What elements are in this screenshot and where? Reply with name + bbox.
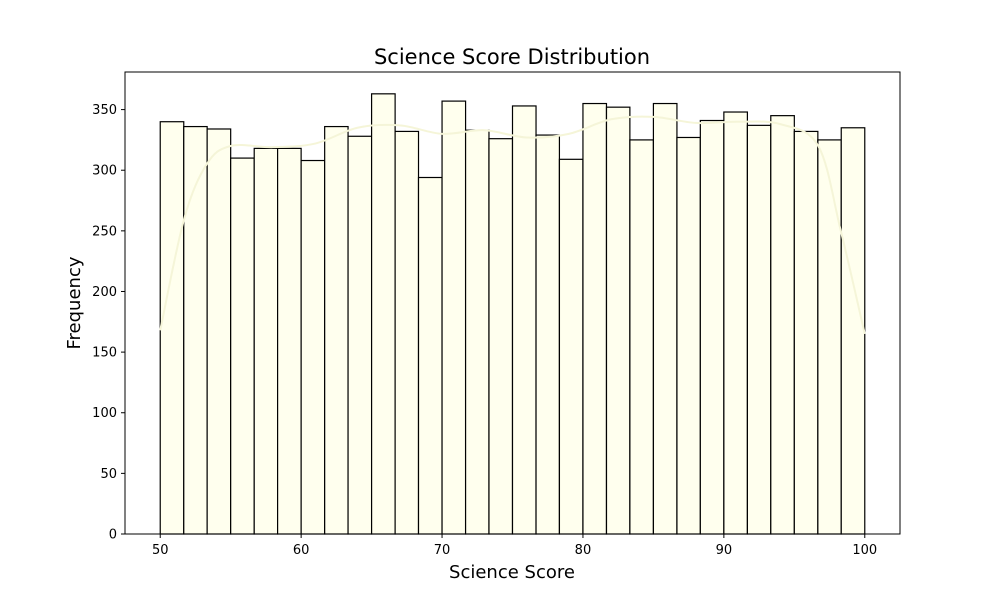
x-tick-label: 90 (716, 543, 733, 558)
histogram-bar (324, 125, 349, 535)
y-tick-label: 300 (92, 164, 117, 179)
y-tick-label: 0 (109, 528, 117, 543)
histogram-bar (347, 135, 373, 535)
histogram-bar (770, 115, 795, 535)
histogram-bar (558, 158, 584, 535)
histogram-bar (676, 136, 701, 535)
histogram-bar (535, 134, 561, 535)
y-tick-label: 50 (100, 467, 117, 482)
histogram-bar (159, 121, 185, 535)
kde-group (159, 115, 866, 335)
x-tick-label: 50 (152, 543, 169, 558)
chart-title: Science Score Distribution (374, 45, 650, 69)
x-tick-label: 60 (293, 543, 310, 558)
histogram-bar (723, 111, 748, 535)
histogram-bar (605, 106, 631, 535)
y-tick-label: 100 (92, 406, 117, 421)
histogram-bar (441, 100, 467, 535)
histogram-bar (300, 159, 326, 535)
histogram-bar (488, 138, 514, 535)
y-tick-label: 250 (92, 224, 117, 239)
histogram-bar (840, 127, 866, 535)
x-tick-label: 100 (852, 543, 877, 558)
plot-area-frame (124, 71, 901, 535)
histogram-bar (511, 105, 537, 535)
histogram-bar (582, 102, 608, 535)
histogram-bar (394, 130, 420, 535)
kde-line (159, 115, 866, 335)
histogram-bar (370, 93, 396, 535)
histogram-bar (464, 129, 490, 535)
y-tick-label: 200 (92, 285, 117, 300)
y-axis-ticks: 0 50 100 150 200 250 300 350 (92, 103, 125, 543)
x-tick-label: 70 (434, 543, 451, 558)
x-tick-label: 80 (575, 543, 592, 558)
y-axis-title: Frequency (64, 256, 85, 349)
histogram-bar (793, 130, 819, 535)
y-tick-label: 150 (92, 346, 117, 361)
histogram-bar (206, 128, 232, 535)
histogram-bar (817, 139, 842, 535)
histogram-bar (699, 119, 725, 535)
histogram-bar (629, 139, 655, 535)
bars-group (159, 93, 866, 535)
histogram-bar (253, 147, 279, 535)
histogram-bar (277, 147, 302, 535)
histogram-bar (230, 157, 255, 535)
y-tick-label: 350 (92, 103, 117, 118)
histogram-bar (652, 102, 678, 535)
x-axis-ticks: 50 60 70 80 90 100 (152, 534, 877, 558)
histogram-bar (746, 124, 772, 535)
x-axis-title: Science Score (449, 562, 575, 583)
histogram-bar (417, 176, 443, 535)
